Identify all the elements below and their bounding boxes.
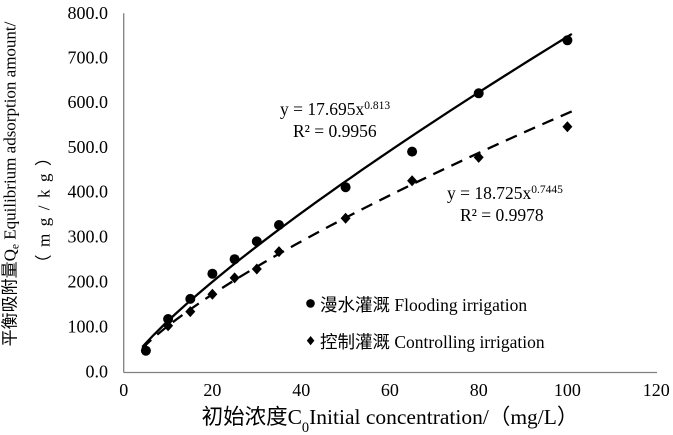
svg-text:60: 60 — [381, 380, 399, 400]
svg-text:40: 40 — [292, 380, 310, 400]
svg-text:100: 100 — [554, 380, 581, 400]
svg-text:漫水灌溉 Flooding irrigation: 漫水灌溉 Flooding irrigation — [320, 295, 527, 315]
svg-text:初始浓度C0Initial concentration/（m: 初始浓度C0Initial concentration/（mg/L） — [202, 405, 579, 435]
svg-text:80: 80 — [470, 380, 488, 400]
svg-text:20: 20 — [203, 380, 221, 400]
svg-text:R² = 0.9978: R² = 0.9978 — [460, 205, 544, 225]
svg-text:R² = 0.9956: R² = 0.9956 — [293, 121, 377, 141]
svg-text:y = 17.695x0.813: y = 17.695x0.813 — [280, 99, 390, 119]
svg-text:y = 18.725x0.7445: y = 18.725x0.7445 — [447, 183, 563, 203]
svg-text:120: 120 — [643, 380, 670, 400]
svg-text:控制灌溉 Controlling irrigation: 控制灌溉 Controlling irrigation — [320, 332, 545, 352]
